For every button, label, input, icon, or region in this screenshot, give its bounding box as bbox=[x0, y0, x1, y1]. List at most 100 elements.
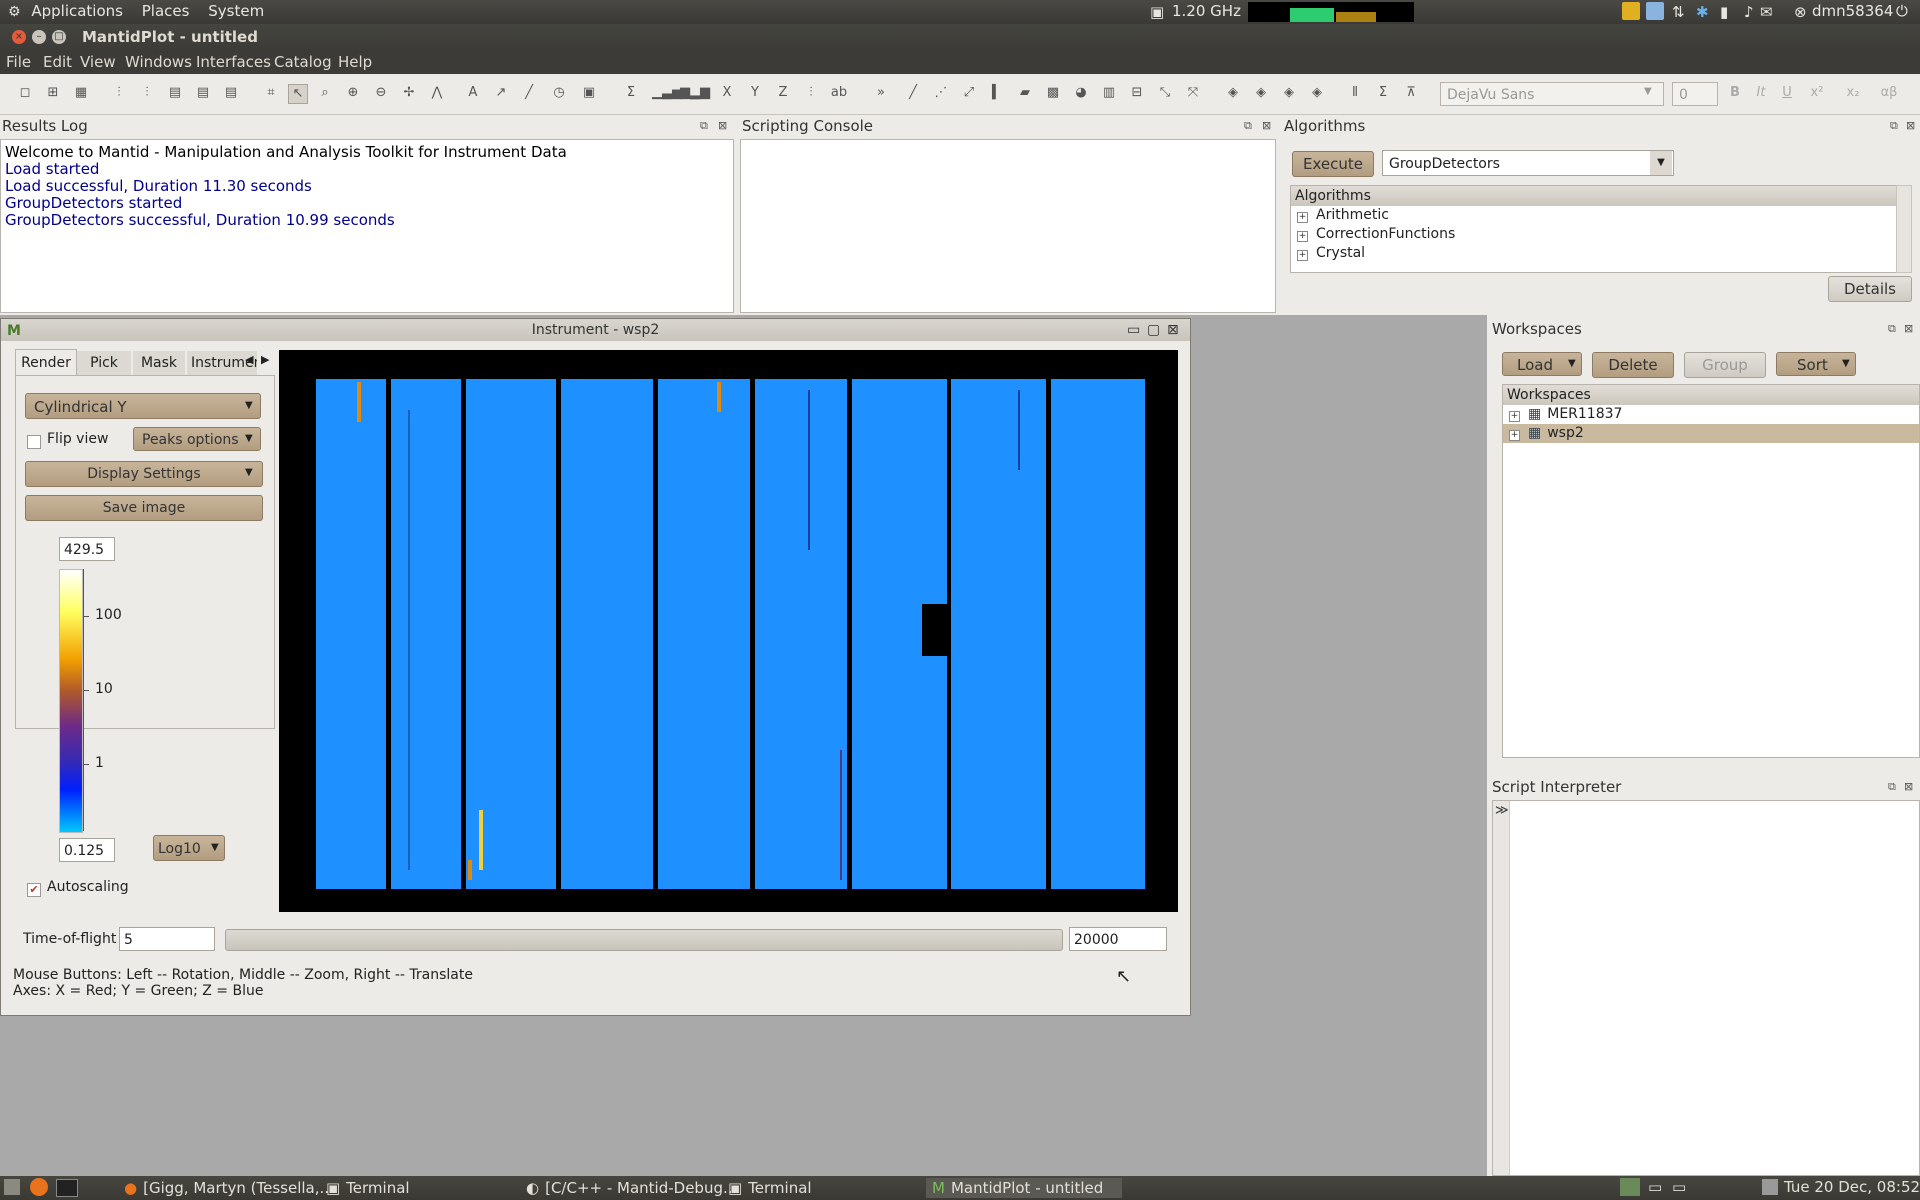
power-icon[interactable]: ⏻ bbox=[1896, 2, 1908, 20]
plot-line-symbol-icon[interactable]: ⤢ bbox=[963, 85, 975, 100]
close-dock-icon[interactable]: ⊠ bbox=[1262, 119, 1272, 132]
draw-arrow-icon[interactable]: ↗ bbox=[495, 85, 507, 100]
tof-range-slider[interactable] bbox=[225, 929, 1063, 951]
menu-edit[interactable]: Edit bbox=[43, 53, 73, 71]
set-y-icon[interactable]: Y bbox=[751, 85, 759, 100]
tab-scroll-right-icon[interactable]: ▶ bbox=[261, 353, 270, 366]
3d-plot-icon[interactable]: ◈ bbox=[1228, 85, 1238, 100]
graph-3-icon[interactable]: ▤ bbox=[224, 85, 238, 100]
places-menu[interactable]: Places bbox=[141, 2, 190, 20]
close-dock-icon[interactable]: ⊠ bbox=[1904, 780, 1914, 793]
zoom-out-icon[interactable]: ⊖ bbox=[375, 85, 387, 100]
render-mode-select[interactable]: Cylindrical Y bbox=[25, 393, 261, 419]
graph-icon[interactable]: ▤ bbox=[168, 85, 182, 100]
plot-pie-icon[interactable]: ◕ bbox=[1075, 85, 1087, 100]
load-button[interactable]: Load bbox=[1502, 352, 1582, 376]
group-button[interactable]: Group bbox=[1684, 352, 1766, 378]
menu-catalog[interactable]: Catalog bbox=[274, 53, 332, 71]
bluetooth-icon[interactable]: ✱ bbox=[1696, 3, 1709, 21]
volume-icon[interactable]: ♪ bbox=[1744, 3, 1754, 21]
menu-interfaces[interactable]: Interfaces bbox=[196, 53, 271, 71]
float-dock-icon[interactable]: ⧉ bbox=[1890, 119, 1898, 132]
draw-line-icon[interactable]: ╱ bbox=[525, 85, 533, 100]
instrument-render-canvas[interactable] bbox=[279, 350, 1178, 912]
menu-file[interactable]: File bbox=[6, 53, 32, 71]
error-bars-2-icon[interactable]: ⫶ bbox=[145, 85, 149, 100]
sort-button[interactable]: Sort bbox=[1776, 352, 1856, 376]
tab-mask[interactable]: Mask bbox=[133, 351, 185, 375]
greek-button[interactable]: αβ bbox=[1880, 85, 1898, 100]
network-icon[interactable] bbox=[1646, 2, 1664, 20]
algorithm-tree-scrollbar[interactable] bbox=[1896, 185, 1912, 273]
float-dock-icon[interactable]: ⧉ bbox=[700, 119, 708, 132]
bold-button[interactable]: B bbox=[1730, 85, 1740, 100]
details-button[interactable]: Details bbox=[1828, 276, 1912, 302]
menu-help[interactable]: Help bbox=[338, 53, 373, 71]
tree-item-correctionfunctions[interactable]: + CorrectionFunctions bbox=[1297, 226, 1456, 242]
data-reader-icon[interactable]: ✢ bbox=[403, 85, 415, 100]
tree-item-arithmetic[interactable]: + Arithmetic bbox=[1297, 207, 1389, 223]
workspace-item-mer11837[interactable]: + ▦ MER11837 bbox=[1509, 406, 1623, 422]
task-terminal-1[interactable]: ▣ Terminal bbox=[326, 1179, 410, 1197]
firefox-icon[interactable] bbox=[30, 1178, 48, 1196]
plot-scatter-icon[interactable]: ⋰ bbox=[934, 85, 948, 100]
maximize-subwindow-icon[interactable]: ▢ bbox=[1147, 322, 1161, 338]
set-x-icon[interactable]: X bbox=[722, 85, 732, 100]
tree-item-crystal[interactable]: + Crystal bbox=[1297, 245, 1366, 261]
3d-wire-icon[interactable]: ◈ bbox=[1284, 85, 1294, 100]
scale-type-select[interactable]: Log10 bbox=[153, 835, 225, 861]
task-mantidplot[interactable]: M MantidPlot - untitled bbox=[926, 1178, 1122, 1198]
notification-icon[interactable] bbox=[1622, 2, 1640, 20]
3d-surface-icon[interactable]: ◈ bbox=[1256, 85, 1266, 100]
set-z-icon[interactable]: Z bbox=[778, 85, 788, 100]
plot-stack-icon[interactable]: ▥ bbox=[1102, 85, 1116, 100]
close-dock-icon[interactable]: ⊠ bbox=[1904, 322, 1914, 335]
error-bars-icon[interactable]: ⫶ bbox=[117, 85, 121, 100]
workspace-switcher-icon[interactable] bbox=[1620, 1178, 1640, 1196]
zoom-in-icon[interactable]: ⊕ bbox=[347, 85, 359, 100]
algorithm-tree[interactable]: Algorithms + Arithmetic + CorrectionFuncti… bbox=[1290, 185, 1902, 273]
underline-button[interactable]: U bbox=[1782, 85, 1792, 100]
plot-bars-icon[interactable]: ▍ bbox=[992, 85, 1002, 100]
close-dock-icon[interactable]: ⊠ bbox=[718, 119, 728, 132]
tof-max-input[interactable]: 20000 bbox=[1069, 927, 1167, 951]
column-sum-icon[interactable]: Σ bbox=[1378, 85, 1388, 100]
toolbar-overflow-icon[interactable]: » bbox=[877, 85, 885, 100]
execute-button[interactable]: Execute bbox=[1292, 151, 1374, 177]
histogram-icon[interactable]: ▆▂▆ bbox=[680, 85, 710, 100]
chevron-down-icon[interactable]: ▼ bbox=[1650, 151, 1672, 175]
set-label-icon[interactable]: ab bbox=[830, 85, 848, 100]
new-table-icon[interactable]: ⊞ bbox=[47, 85, 59, 100]
flip-view-checkbox[interactable] bbox=[27, 435, 41, 449]
display-settings-button[interactable]: Display Settings bbox=[25, 461, 263, 487]
task-email[interactable]: ● [Gigg, Martyn (Tessella,... bbox=[124, 1179, 334, 1197]
user-status-icon[interactable]: ⊗ bbox=[1794, 3, 1807, 21]
peak-picker-icon[interactable]: ⋀ bbox=[431, 85, 443, 100]
minimize-subwindow-icon[interactable]: ▭ bbox=[1127, 322, 1141, 338]
italic-button[interactable]: It bbox=[1756, 85, 1766, 100]
maximize-window-icon[interactable]: □ bbox=[52, 30, 66, 44]
new-project-icon[interactable]: ◻ bbox=[19, 85, 31, 100]
add-text-icon[interactable]: A bbox=[468, 85, 478, 100]
font-family-select[interactable]: DejaVu Sans bbox=[1440, 82, 1664, 106]
plot-contour-icon[interactable]: ⤧ bbox=[1187, 85, 1199, 100]
task-terminal-2[interactable]: ▣ Terminal bbox=[728, 1179, 812, 1197]
zoom-icon[interactable]: ⌕ bbox=[321, 85, 329, 100]
font-size-spinbox[interactable]: 0 bbox=[1672, 82, 1718, 106]
graph-2-icon[interactable]: ▤ bbox=[196, 85, 210, 100]
plot-area-icon[interactable]: ▰ bbox=[1020, 85, 1030, 100]
add-image-icon[interactable]: ▣ bbox=[582, 85, 596, 100]
workspace-1-icon[interactable]: ▭ bbox=[1648, 1178, 1663, 1196]
float-dock-icon[interactable]: ⧉ bbox=[1888, 780, 1896, 793]
autoscaling-checkbox[interactable]: ✔ bbox=[27, 883, 41, 897]
transfer-icon[interactable]: ⇅ bbox=[1672, 3, 1685, 21]
new-matrix-icon[interactable]: ▦ bbox=[74, 85, 88, 100]
float-dock-icon[interactable]: ⧉ bbox=[1888, 322, 1896, 335]
system-menu[interactable]: System bbox=[208, 2, 265, 20]
show-desktop-icon[interactable] bbox=[4, 1179, 20, 1195]
tab-pick[interactable]: Pick bbox=[77, 351, 131, 375]
colorbar-min-input[interactable]: 0.125 bbox=[59, 838, 115, 862]
results-log-text[interactable]: Welcome to Mantid - Manipulation and Ana… bbox=[0, 139, 734, 313]
delete-button[interactable]: Delete bbox=[1592, 352, 1674, 378]
script-interpreter-console[interactable]: ≫ bbox=[1492, 800, 1920, 1176]
